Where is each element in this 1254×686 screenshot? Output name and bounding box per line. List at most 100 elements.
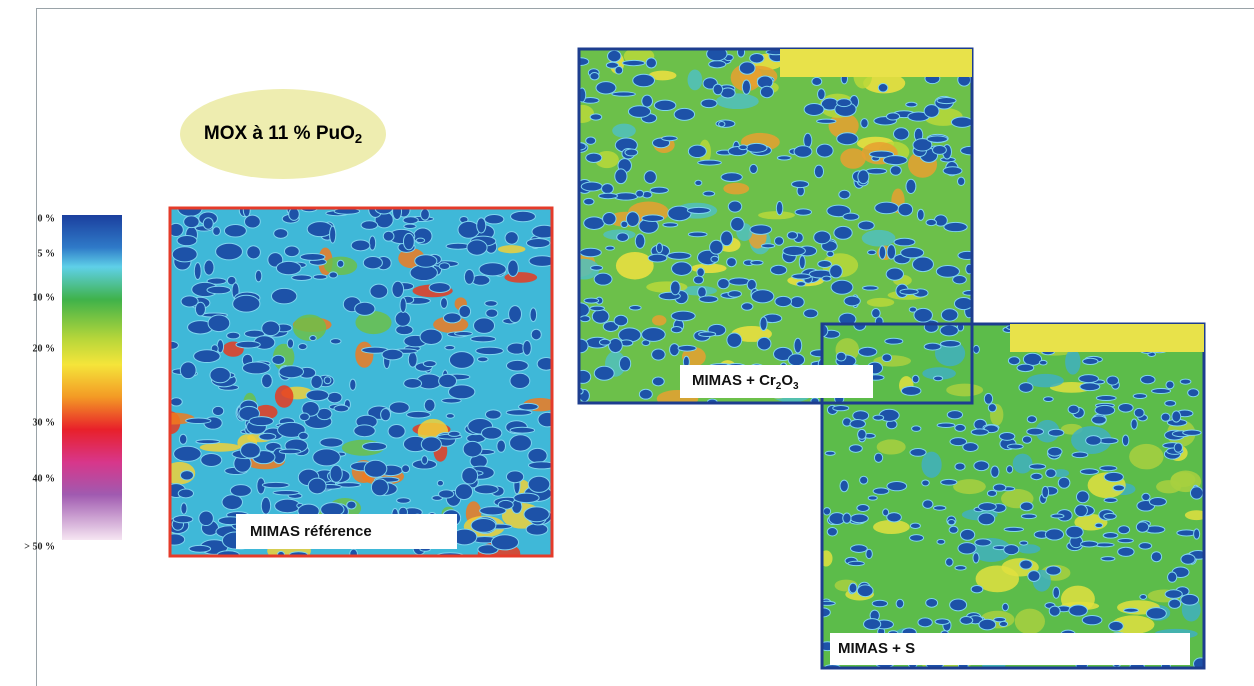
grain	[641, 327, 666, 342]
grain	[436, 479, 445, 487]
grain	[677, 344, 697, 352]
grain	[438, 489, 455, 499]
grain	[283, 245, 300, 258]
grain	[202, 217, 214, 230]
grain	[1079, 468, 1099, 475]
grain	[406, 410, 431, 419]
grain	[1016, 363, 1035, 373]
title-ellipse	[180, 89, 386, 179]
grain	[583, 297, 600, 304]
grain	[794, 208, 812, 216]
grain	[954, 423, 966, 432]
grain	[857, 428, 867, 440]
grain	[847, 560, 865, 567]
panel-label: MIMAS + Cr2O3	[692, 372, 799, 392]
grain	[843, 295, 861, 307]
grain	[206, 277, 227, 285]
grain	[211, 405, 225, 417]
grain	[932, 375, 944, 382]
grain	[857, 346, 878, 357]
grain	[886, 480, 908, 492]
grain	[882, 155, 908, 166]
grain	[299, 412, 310, 422]
grain	[579, 315, 591, 323]
grain	[956, 324, 965, 332]
grain	[1001, 602, 1009, 612]
grain	[349, 378, 357, 391]
grain	[850, 544, 868, 553]
grain	[188, 544, 212, 553]
grain	[900, 247, 925, 259]
grain	[1133, 407, 1145, 418]
grain	[835, 351, 847, 362]
grain	[614, 65, 624, 75]
micrograph	[822, 324, 1204, 668]
grain	[394, 311, 411, 327]
grain	[945, 557, 954, 567]
grain	[694, 179, 703, 186]
grain	[195, 439, 221, 445]
grain	[590, 264, 604, 271]
grain	[1030, 472, 1043, 481]
grain	[886, 244, 897, 260]
grain	[852, 410, 870, 421]
grain	[415, 237, 426, 244]
grain	[613, 314, 629, 327]
grain	[1140, 374, 1156, 385]
grain	[829, 264, 843, 279]
grain	[261, 320, 281, 337]
grain	[986, 489, 998, 497]
grain	[813, 164, 825, 179]
grain	[170, 397, 183, 407]
grain	[1108, 620, 1124, 632]
grain	[1139, 594, 1148, 600]
phase-patch	[1012, 453, 1033, 474]
grain	[849, 513, 869, 524]
grain	[1100, 556, 1116, 562]
grain	[508, 305, 523, 324]
grain	[513, 492, 540, 504]
grain	[936, 538, 946, 545]
grain	[957, 250, 972, 261]
grain	[839, 479, 849, 493]
phase-patch	[1027, 373, 1064, 388]
grain	[872, 414, 885, 421]
grain	[370, 478, 389, 497]
grain	[589, 71, 600, 81]
phase-patch	[922, 367, 956, 380]
grain	[873, 452, 884, 463]
grain	[774, 295, 792, 308]
phase-patch	[1065, 349, 1081, 375]
grain	[977, 512, 996, 526]
grain	[1022, 352, 1043, 366]
grain	[328, 271, 339, 279]
grain	[959, 616, 974, 625]
grain	[978, 618, 997, 631]
grain	[1182, 429, 1202, 436]
scale-label: 0 %	[38, 213, 56, 224]
grain	[922, 499, 934, 509]
grain	[905, 178, 917, 194]
grain	[1052, 586, 1061, 599]
grain	[179, 361, 197, 380]
grain	[470, 518, 497, 533]
scale-label: 30 %	[33, 417, 56, 428]
grain	[171, 246, 198, 263]
grain	[1098, 437, 1119, 445]
grain	[849, 419, 866, 429]
phase-patch	[934, 340, 966, 367]
grain	[936, 422, 956, 428]
grain	[509, 426, 536, 434]
grain	[261, 373, 273, 389]
phase-patch	[921, 451, 942, 478]
grain	[1167, 571, 1178, 583]
grain	[254, 269, 263, 283]
grain	[1094, 404, 1116, 416]
phase-patch	[873, 520, 910, 534]
grain	[207, 314, 231, 333]
grain	[940, 308, 959, 322]
grain	[1193, 528, 1201, 540]
grain	[170, 222, 184, 237]
grain	[360, 220, 379, 230]
